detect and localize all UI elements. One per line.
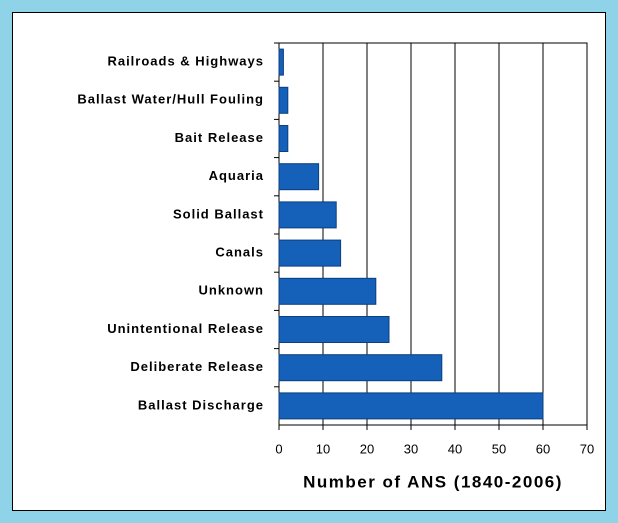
bar [278,86,289,114]
bar [278,354,443,382]
x-tick-label: 0 [275,441,282,456]
y-tick-label: Deliberate Release [130,359,264,374]
bar [278,201,337,229]
bar [278,163,320,191]
y-tick-label: Ballast Water/Hull Fouling [77,92,264,107]
y-tick-label: Aquaria [209,168,264,183]
y-tick-label: Unknown [199,283,265,298]
bar [278,316,390,343]
y-tick-label: Canals [215,245,264,260]
x-tick-label: 30 [404,441,418,456]
x-tick-label: 40 [448,441,462,456]
bar [278,277,377,305]
x-tick-label: 10 [316,441,330,456]
bar [278,125,289,152]
y-tick-label: Bait Release [175,130,264,145]
bar [278,239,342,267]
x-tick-label: 60 [536,441,550,456]
y-tick-label: Solid Ballast [173,206,264,221]
x-tick-label: 50 [492,441,506,456]
y-tick-label: Railroads & Highways [107,54,264,69]
x-axis-title: Number of ANS (1840-2006) [303,472,563,491]
x-tick-label: 70 [580,441,594,456]
y-tick-label: Ballast Discharge [138,397,264,412]
x-tick-label: 20 [360,441,374,456]
y-tick-label: Unintentional Release [107,321,264,336]
bar [278,48,284,76]
bar [278,392,544,420]
